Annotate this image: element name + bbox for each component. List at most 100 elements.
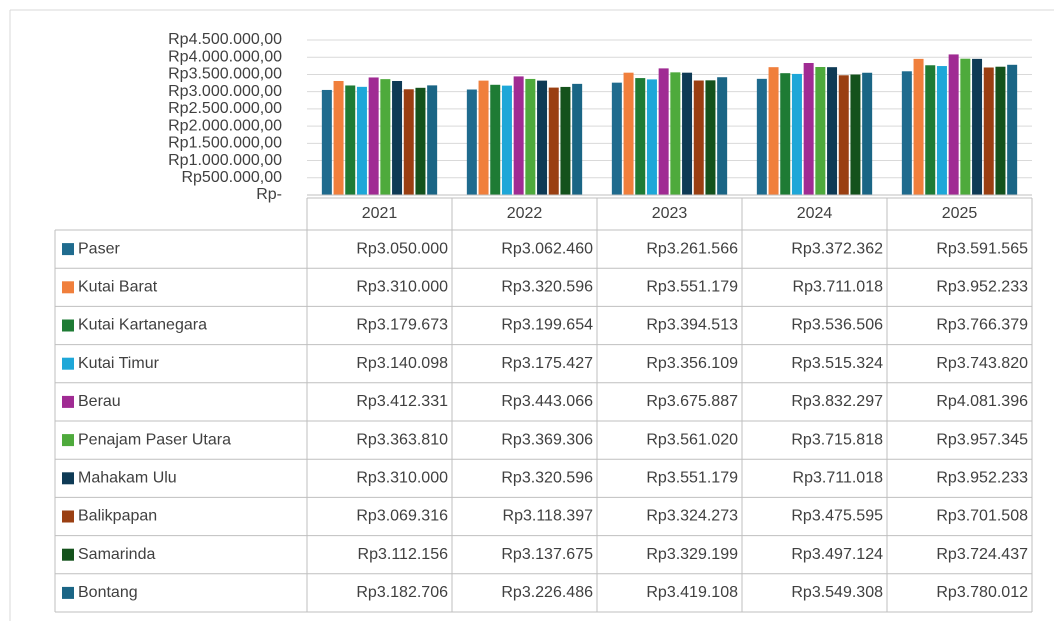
bar — [490, 84, 501, 195]
legend-label: Bontang — [78, 584, 138, 601]
value-label: Rp3.329.199 — [646, 546, 738, 563]
legend-label: Kutai Barat — [78, 279, 158, 296]
bar — [415, 87, 426, 195]
bar — [768, 67, 779, 195]
legend-label: Paser — [78, 240, 120, 257]
bar — [936, 66, 947, 195]
bar — [380, 79, 391, 195]
value-label: Rp3.780.012 — [936, 584, 1028, 601]
bar — [960, 58, 971, 195]
bar — [611, 82, 622, 195]
value-label: Rp3.952.233 — [936, 279, 1028, 296]
value-label: Rp3.062.460 — [501, 240, 593, 257]
y-tick-label: Rp4.500.000,00 — [168, 31, 282, 48]
bar — [862, 72, 873, 195]
value-label: Rp3.226.486 — [501, 584, 593, 601]
legend-label: Mahakam Ulu — [78, 470, 177, 487]
bar — [717, 77, 728, 195]
x-tick-label: 2024 — [797, 205, 833, 222]
legend-label: Kutai Kartanegara — [78, 317, 207, 334]
bar — [560, 86, 571, 195]
bar — [525, 78, 536, 195]
value-label: Rp3.952.233 — [936, 470, 1028, 487]
bar — [1007, 64, 1018, 195]
bar — [658, 68, 669, 195]
bar — [803, 62, 814, 195]
value-label: Rp3.118.397 — [503, 508, 594, 525]
value-label: Rp3.561.020 — [646, 431, 738, 448]
bar — [646, 79, 657, 195]
bar — [403, 89, 414, 195]
y-tick-label: Rp3.500.000,00 — [168, 66, 282, 83]
bar — [913, 58, 924, 196]
bar — [572, 83, 583, 195]
value-label: Rp3.320.596 — [501, 470, 593, 487]
bar — [513, 76, 524, 195]
value-label: Rp3.675.887 — [646, 393, 738, 410]
bar — [948, 54, 959, 196]
x-tick-label: 2023 — [652, 205, 688, 222]
bar — [901, 71, 912, 195]
value-label: Rp3.394.513 — [646, 317, 738, 334]
legend-swatch — [62, 243, 74, 256]
value-label: Rp3.112.156 — [358, 546, 449, 563]
value-label: Rp3.515.324 — [791, 355, 883, 372]
y-tick-label: Rp500.000,00 — [181, 169, 282, 186]
bar — [345, 85, 356, 195]
value-label: Rp3.140.098 — [356, 355, 448, 372]
bar — [838, 75, 849, 195]
bar — [670, 72, 681, 195]
value-label: Rp3.369.306 — [501, 431, 593, 448]
y-tick-label: Rp3.000.000,00 — [168, 83, 282, 100]
bar — [466, 89, 477, 195]
bar — [693, 80, 704, 195]
bar — [635, 78, 646, 195]
x-tick-label: 2021 — [362, 205, 398, 222]
value-label: Rp3.711.018 — [793, 279, 884, 296]
legend-swatch — [62, 434, 74, 447]
value-label: Rp3.724.437 — [936, 546, 1028, 563]
legend-swatch — [62, 548, 74, 561]
value-label: Rp3.310.000 — [356, 470, 448, 487]
bar — [427, 85, 438, 195]
y-tick-label: Rp2.500.000,00 — [168, 100, 282, 117]
legend-label: Penajam Paser Utara — [78, 431, 231, 448]
value-label: Rp3.050.000 — [356, 240, 448, 257]
legend-swatch — [62, 586, 74, 599]
legend-label: Berau — [78, 393, 121, 410]
bar — [972, 58, 983, 196]
value-label: Rp3.372.362 — [791, 240, 883, 257]
legend-swatch — [62, 319, 74, 332]
bar — [791, 73, 802, 195]
bar — [995, 66, 1006, 195]
value-label: Rp3.715.818 — [791, 431, 883, 448]
value-label: Rp3.324.273 — [646, 508, 738, 525]
bar — [321, 89, 332, 195]
bar — [925, 65, 936, 195]
bar — [537, 80, 548, 195]
value-label: Rp3.363.810 — [356, 431, 448, 448]
value-label: Rp3.743.820 — [936, 355, 1028, 372]
value-label: Rp3.199.654 — [501, 317, 593, 334]
legend-label: Balikpapan — [78, 508, 157, 525]
value-label: Rp3.182.706 — [356, 584, 448, 601]
bar — [478, 80, 489, 195]
value-label: Rp3.536.506 — [791, 317, 883, 334]
value-label: Rp3.179.673 — [356, 317, 448, 334]
bar — [548, 87, 559, 195]
value-label: Rp3.443.066 — [501, 393, 593, 410]
bar — [705, 80, 716, 195]
legend-swatch — [62, 510, 74, 523]
value-label: Rp3.261.566 — [646, 240, 738, 257]
value-label: Rp3.591.565 — [936, 240, 1028, 257]
bar — [780, 73, 791, 195]
bar — [333, 80, 344, 195]
legend-label: Samarinda — [78, 546, 155, 563]
bar — [756, 78, 767, 195]
y-tick-label: Rp1.000.000,00 — [168, 152, 282, 169]
bar — [356, 86, 367, 195]
value-label: Rp3.137.675 — [501, 546, 593, 563]
value-label: Rp3.549.308 — [791, 584, 883, 601]
bar — [682, 72, 693, 195]
